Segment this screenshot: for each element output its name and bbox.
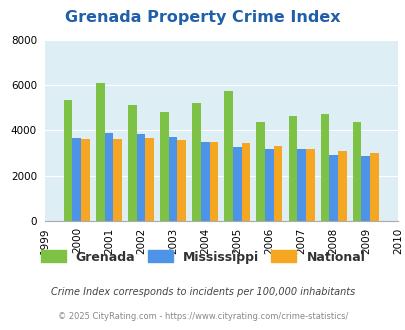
- Text: Crime Index corresponds to incidents per 100,000 inhabitants: Crime Index corresponds to incidents per…: [51, 287, 354, 297]
- Bar: [256, 122, 264, 221]
- Bar: [128, 105, 136, 221]
- Bar: [241, 143, 250, 221]
- Bar: [264, 149, 273, 221]
- Bar: [192, 103, 200, 221]
- Bar: [81, 139, 90, 221]
- Bar: [273, 147, 282, 221]
- Bar: [209, 142, 217, 221]
- Bar: [369, 153, 378, 221]
- Bar: [360, 155, 369, 221]
- Bar: [160, 112, 168, 221]
- Bar: [288, 116, 296, 221]
- Bar: [200, 142, 209, 221]
- Bar: [113, 139, 121, 221]
- Bar: [232, 147, 241, 221]
- Bar: [136, 134, 145, 221]
- Text: © 2025 CityRating.com - https://www.cityrating.com/crime-statistics/: © 2025 CityRating.com - https://www.city…: [58, 312, 347, 321]
- Bar: [145, 138, 153, 221]
- Bar: [224, 91, 232, 221]
- Bar: [305, 148, 314, 221]
- Bar: [337, 151, 346, 221]
- Bar: [64, 100, 72, 221]
- Legend: Grenada, Mississippi, National: Grenada, Mississippi, National: [40, 250, 364, 264]
- Bar: [296, 149, 305, 221]
- Text: Grenada Property Crime Index: Grenada Property Crime Index: [65, 10, 340, 25]
- Bar: [168, 137, 177, 221]
- Bar: [352, 122, 360, 221]
- Bar: [72, 138, 81, 221]
- Bar: [320, 114, 328, 221]
- Bar: [177, 140, 185, 221]
- Bar: [104, 133, 113, 221]
- Bar: [328, 155, 337, 221]
- Bar: [96, 83, 104, 221]
